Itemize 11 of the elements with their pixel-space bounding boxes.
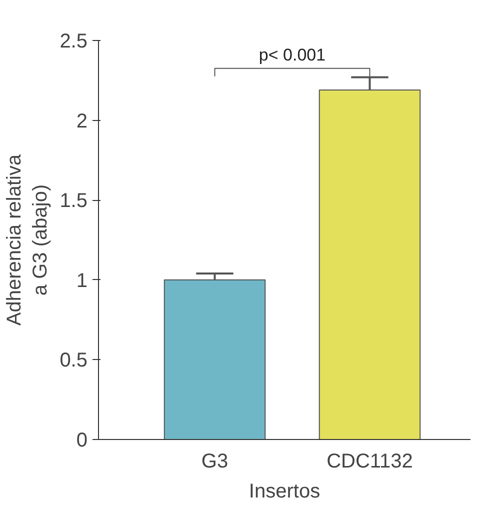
y-tick-label: 2 [76, 110, 88, 132]
x-tick-label: G3 [201, 450, 228, 472]
y-axis-title: Adherencia relativa a G3 (abajo) [3, 154, 52, 326]
y-tick-label: 0.5 [60, 350, 88, 372]
annotation: p< 0.001 [258, 45, 326, 64]
y-tick-label: 1.5 [60, 190, 88, 212]
x-tick-label: CDC1132 [326, 450, 413, 472]
y-tick-label: 0 [76, 430, 88, 452]
y-tick-label: 2.5 [60, 30, 88, 52]
y-tick-label: 1 [76, 270, 88, 292]
x-axis-title: Insertos [248, 480, 320, 502]
